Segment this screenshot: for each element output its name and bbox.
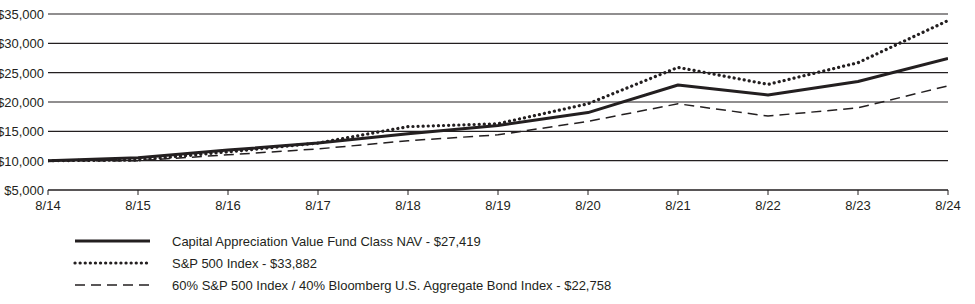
legend-label: Capital Appreciation Value Fund Class NA…: [172, 234, 481, 249]
y-tick-label: $5,000: [4, 183, 44, 198]
series-line: [48, 58, 948, 160]
x-tick: [948, 190, 949, 195]
legend-swatch: [75, 284, 150, 286]
y-tick-label: $25,000: [0, 66, 44, 81]
x-tick: [228, 190, 229, 195]
x-tick: [318, 190, 319, 195]
grid-line: [48, 160, 948, 161]
series-group: [48, 21, 948, 161]
x-tick-label: 8/21: [665, 198, 690, 213]
x-tick: [588, 190, 589, 195]
y-tick-label: $10,000: [0, 154, 44, 169]
x-tick-label: 8/22: [755, 198, 780, 213]
legend-swatch: [75, 240, 150, 243]
x-tick-label: 8/14: [35, 198, 60, 213]
x-tick: [498, 190, 499, 195]
x-tick: [768, 190, 769, 195]
chart-container: $5,000 $10,000 $15,000 $20,000 $25,000 $30,00…: [0, 0, 975, 304]
y-tick-label: $20,000: [0, 95, 44, 110]
x-tick-label: 8/20: [575, 198, 600, 213]
x-tick-label: 8/19: [485, 198, 510, 213]
legend-swatch: [75, 261, 150, 264]
x-tick-label: 8/24: [935, 198, 960, 213]
x-tick-label: 8/18: [395, 198, 420, 213]
y-tick-label: $35,000: [0, 7, 44, 22]
x-tick: [678, 190, 679, 195]
chart: $5,000 $10,000 $15,000 $20,000 $25,000 $30,00…: [0, 0, 975, 304]
y-tick-label: $30,000: [0, 36, 44, 51]
x-tick: [138, 190, 139, 195]
x-tick-label: 8/15: [125, 198, 150, 213]
legend-label: S&P 500 Index - $33,882: [172, 256, 317, 271]
grid-line: [48, 101, 948, 102]
x-tick-label: 8/17: [305, 198, 330, 213]
x-tick-label: 8/23: [845, 198, 870, 213]
x-tick-label: 8/16: [215, 198, 240, 213]
x-tick: [48, 190, 49, 195]
series-line: [48, 21, 948, 161]
legend-label: 60% S&P 500 Index / 40% Bloomberg U.S. A…: [172, 278, 611, 293]
x-tick: [858, 190, 859, 195]
grid-line: [48, 13, 948, 14]
grid-line: [48, 43, 948, 44]
y-tick-label: $15,000: [0, 124, 44, 139]
grid-line: [48, 131, 948, 132]
x-tick: [408, 190, 409, 195]
